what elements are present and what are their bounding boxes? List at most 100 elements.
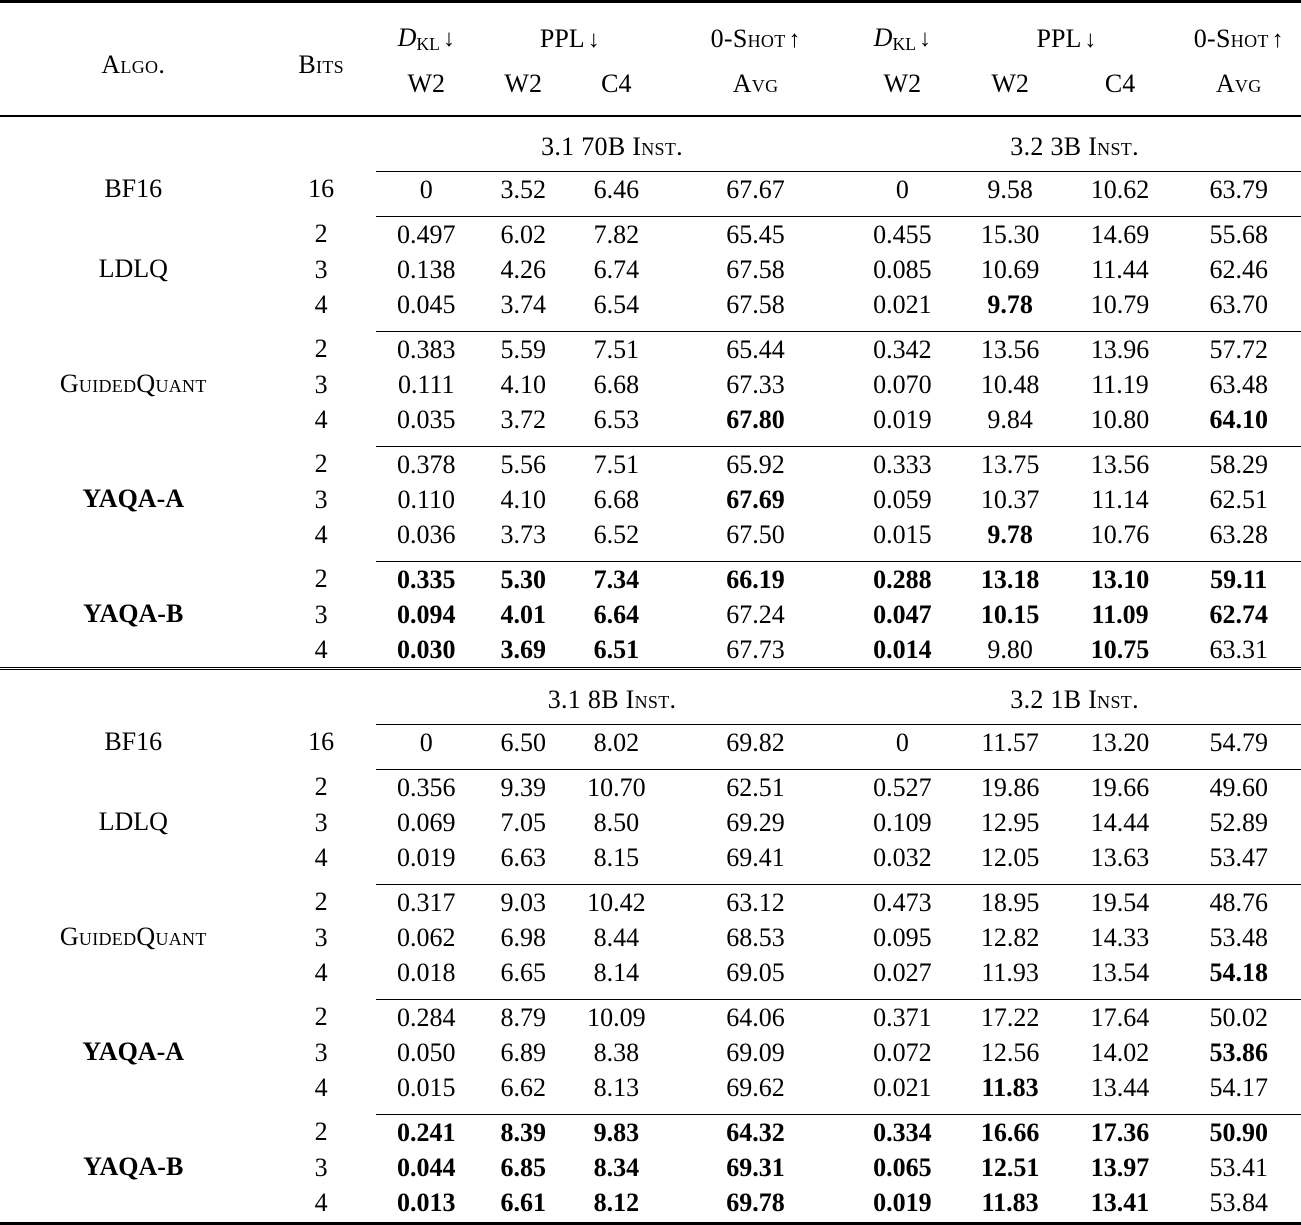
dkl-symbol: DKL bbox=[397, 22, 440, 54]
data-cell: 53.41 bbox=[1209, 1152, 1268, 1182]
data-cell: 3.74 bbox=[500, 289, 546, 319]
data-cell: 62.51 bbox=[662, 769, 849, 805]
data-cell: 19.86 bbox=[956, 769, 1064, 805]
data-cell: 0.284 bbox=[375, 999, 477, 1035]
data-cell: 68.53 bbox=[726, 922, 785, 952]
data-cell: 67.73 bbox=[726, 634, 785, 664]
data-cell: 0.527 bbox=[848, 769, 957, 805]
ppl-label: PPL bbox=[1036, 23, 1082, 53]
bits-cell: 3 bbox=[314, 254, 328, 284]
data-cell: 69.31 bbox=[726, 1152, 785, 1182]
bits-cell: 3 bbox=[314, 1152, 328, 1182]
data-cell: 67.58 bbox=[726, 289, 785, 319]
data-cell: 54.17 bbox=[1209, 1072, 1268, 1102]
data-cell: 0.111 bbox=[397, 369, 455, 399]
data-cell: 6.85 bbox=[500, 1152, 546, 1182]
col-subheader-c4-2: C4 bbox=[601, 69, 632, 98]
data-cell: 4.10 bbox=[500, 369, 546, 399]
data-cell: 5.30 bbox=[476, 561, 570, 597]
data-cell: 6.53 bbox=[593, 404, 640, 434]
data-cell: 11.83 bbox=[981, 1187, 1039, 1217]
down-arrow-icon: ↓ bbox=[1084, 26, 1097, 53]
data-cell: 7.51 bbox=[569, 446, 663, 482]
data-cell: 69.09 bbox=[726, 1037, 785, 1067]
col-header-algo: Algo. bbox=[0, 0, 267, 116]
data-cell: 19.66 bbox=[1063, 769, 1177, 805]
col-header-dkl-right: DKL ↓ bbox=[848, 0, 957, 63]
data-cell: 0.383 bbox=[375, 331, 477, 367]
row-spacer bbox=[0, 207, 1301, 217]
data-cell: 13.54 bbox=[1090, 957, 1150, 987]
data-cell: 8.34 bbox=[593, 1152, 640, 1182]
data-cell: 0 bbox=[375, 171, 477, 207]
data-cell: 0.035 bbox=[396, 404, 456, 434]
data-cell: 0.378 bbox=[375, 446, 477, 482]
data-cell: 7.34 bbox=[569, 561, 663, 597]
row-spacer bbox=[0, 322, 1301, 332]
data-cell: 10.37 bbox=[980, 484, 1040, 514]
data-cell: 53.48 bbox=[1209, 922, 1268, 952]
bits-cell: 4 bbox=[314, 519, 328, 549]
data-cell: 6.68 bbox=[593, 369, 640, 399]
data-cell: 67.67 bbox=[662, 171, 849, 207]
data-cell: 8.38 bbox=[593, 1037, 640, 1067]
bits-cell: 4 bbox=[314, 1072, 328, 1102]
data-cell: 10.69 bbox=[980, 254, 1040, 284]
header-row-metrics: Algo. Bits DKL ↓ PPL ↓ 0-Shot ↑ DKL ↓ PPL ↓ 0-Shot ↑ bbox=[0, 0, 1301, 116]
data-cell: 53.86 bbox=[1209, 1037, 1268, 1067]
data-cell: 10.70 bbox=[569, 769, 663, 805]
data-cell: 0.070 bbox=[873, 369, 932, 399]
data-cell: 54.18 bbox=[1209, 957, 1268, 987]
data-cell: 13.63 bbox=[1090, 842, 1150, 872]
header-row-datasets: W2 W2 C4 Avg W2 W2 C4 Avg bbox=[0, 63, 1301, 116]
data-cell: 53.47 bbox=[1209, 842, 1268, 872]
algo-label-guidedquant: GuidedQuant bbox=[59, 922, 207, 952]
bits-cell: 2 bbox=[314, 1117, 328, 1147]
data-cell: 9.83 bbox=[569, 1114, 663, 1150]
data-cell: 6.98 bbox=[500, 922, 546, 952]
data-cell: 3.72 bbox=[500, 404, 546, 434]
data-cell: 6.63 bbox=[500, 842, 546, 872]
data-cell: 6.51 bbox=[593, 634, 640, 664]
row-spacer bbox=[0, 760, 1301, 770]
data-cell: 3.52 bbox=[476, 171, 570, 207]
data-cell: 18.95 bbox=[956, 884, 1064, 920]
data-cell: 62.74 bbox=[1209, 599, 1268, 629]
model-group-label-right: 3.2 1B Inst. bbox=[848, 667, 1301, 725]
table-row: YAQA-B 2 0.335 5.30 7.34 66.19 0.288 13.18 13.10… bbox=[0, 561, 1301, 627]
data-cell: 17.64 bbox=[1063, 999, 1177, 1035]
data-cell: 50.02 bbox=[1176, 999, 1301, 1035]
data-cell: 8.02 bbox=[569, 724, 663, 760]
data-cell: 0.045 bbox=[396, 289, 456, 319]
down-arrow-icon: ↓ bbox=[442, 25, 455, 52]
data-cell: 65.44 bbox=[662, 331, 849, 367]
bits-cell: 2 bbox=[314, 219, 328, 249]
col-subheader-avg-7: Avg bbox=[1215, 69, 1262, 98]
data-cell: 0 bbox=[848, 724, 957, 760]
data-cell: 12.82 bbox=[980, 922, 1040, 952]
data-cell: 6.61 bbox=[500, 1187, 546, 1217]
data-cell: 0.109 bbox=[873, 807, 932, 837]
data-cell: 67.33 bbox=[726, 369, 785, 399]
table-row: 3 0.062 6.98 8.44 68.53 0.095 12.82 14.33 53.48 bbox=[0, 920, 1301, 955]
data-cell: 6.89 bbox=[500, 1037, 546, 1067]
dkl-symbol: DKL bbox=[873, 22, 916, 54]
data-cell: 13.10 bbox=[1063, 561, 1177, 597]
data-cell: 19.54 bbox=[1063, 884, 1177, 920]
bits-cell: 3 bbox=[314, 922, 328, 952]
row-spacer bbox=[0, 990, 1301, 1000]
bits-cell: 4 bbox=[314, 1187, 328, 1217]
data-cell: 57.72 bbox=[1176, 331, 1301, 367]
data-cell: 65.92 bbox=[662, 446, 849, 482]
data-cell: 0.027 bbox=[873, 957, 932, 987]
data-cell: 5.59 bbox=[476, 331, 570, 367]
data-cell: 0.455 bbox=[848, 216, 957, 252]
data-cell: 0.342 bbox=[848, 331, 957, 367]
table-row: 4 0.045 3.74 6.54 67.58 0.021 9.78 10.79 63.70 bbox=[0, 287, 1301, 322]
data-cell: 64.32 bbox=[662, 1114, 849, 1150]
data-cell: 0.095 bbox=[873, 922, 932, 952]
data-cell: 8.79 bbox=[476, 999, 570, 1035]
data-cell: 0.085 bbox=[873, 254, 932, 284]
data-cell: 63.70 bbox=[1209, 289, 1268, 319]
